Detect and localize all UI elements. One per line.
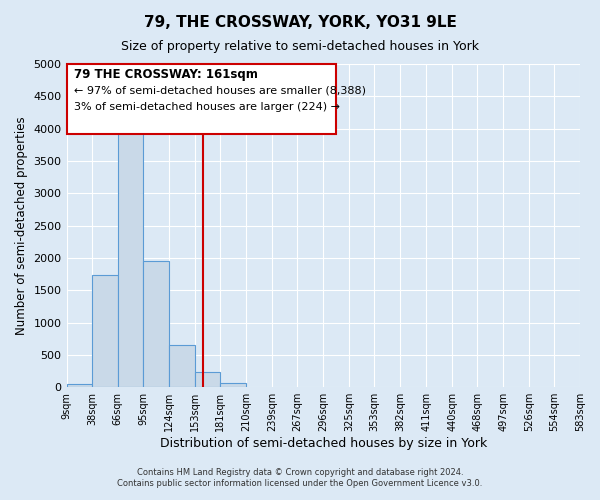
Text: 79, THE CROSSWAY, YORK, YO31 9LE: 79, THE CROSSWAY, YORK, YO31 9LE [143,15,457,30]
Bar [143,261,169,387]
Text: 79 THE CROSSWAY: 161sqm: 79 THE CROSSWAY: 161sqm [74,68,257,81]
Text: Size of property relative to semi-detached houses in York: Size of property relative to semi-detach… [121,40,479,53]
Text: Contains HM Land Registry data © Crown copyright and database right 2024.
Contai: Contains HM Land Registry data © Crown c… [118,468,482,487]
Bar [67,384,92,387]
Bar [118,128,143,387]
Bar [169,344,196,387]
Bar [92,276,118,387]
Text: ← 97% of semi-detached houses are smaller (8,388): ← 97% of semi-detached houses are smalle… [74,86,365,96]
X-axis label: Distribution of semi-detached houses by size in York: Distribution of semi-detached houses by … [160,437,487,450]
Bar [196,372,220,387]
Bar [67,64,336,134]
Text: 3% of semi-detached houses are larger (224) →: 3% of semi-detached houses are larger (2… [74,102,340,112]
Y-axis label: Number of semi-detached properties: Number of semi-detached properties [15,116,28,335]
Bar [220,382,247,387]
